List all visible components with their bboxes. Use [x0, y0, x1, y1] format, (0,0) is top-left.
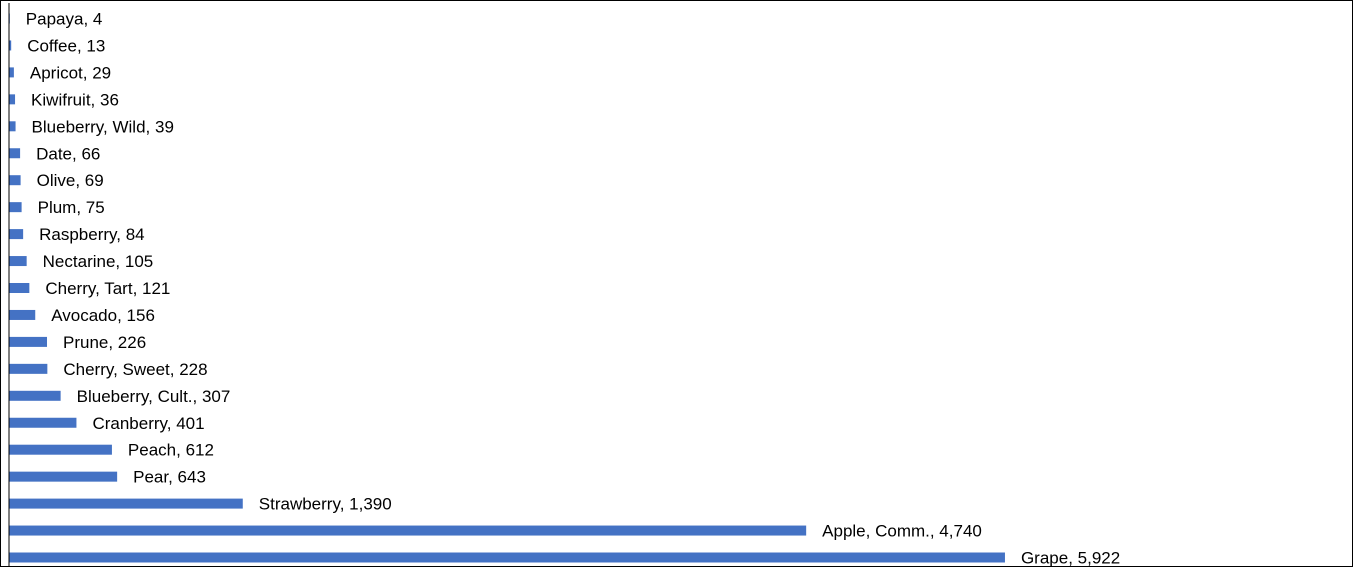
bar-apple-comm [9, 525, 807, 536]
bar-date [9, 148, 21, 159]
data-label-peach: Peach, 612 [128, 441, 214, 460]
bar-cranberry [9, 417, 77, 428]
data-label-cranberry: Cranberry, 401 [92, 414, 204, 433]
data-label-date: Date, 66 [36, 144, 100, 163]
bars-group [9, 13, 1005, 563]
bar-cherry-tart [9, 283, 30, 293]
data-label-raspberry: Raspberry, 84 [39, 225, 145, 244]
data-label-prune: Prune, 226 [63, 333, 146, 352]
data-label-coffee: Coffee, 13 [27, 36, 105, 55]
bar-prune [9, 336, 48, 347]
bar-grape [9, 552, 1005, 563]
data-label-apricot: Apricot, 29 [30, 63, 111, 82]
data-label-strawberry: Strawberry, 1,390 [259, 495, 392, 514]
bar-plum [9, 202, 22, 213]
data-label-pear: Pear, 643 [133, 468, 206, 487]
data-label-kiwifruit: Kiwifruit, 36 [31, 90, 119, 109]
bar-coffee [9, 40, 12, 51]
bar-nectarine [9, 256, 27, 267]
bar-apricot [9, 67, 14, 78]
bar-kiwifruit [9, 94, 16, 105]
bar-peach [9, 444, 112, 455]
bar-avocado [9, 309, 36, 320]
data-label-avocado: Avocado, 156 [51, 306, 155, 325]
data-label-cherry-tart: Cherry, Tart, 121 [45, 279, 170, 298]
data-label-blueberry-cult: Blueberry, Cult., 307 [77, 387, 231, 406]
data-label-nectarine: Nectarine, 105 [43, 252, 154, 271]
bar-raspberry [9, 229, 24, 240]
data-label-papaya: Papaya, 4 [26, 10, 103, 29]
data-labels-group: Papaya, 4 Coffee, 13 Apricot, 29 Kiwifruit,… [26, 10, 1120, 568]
data-label-olive: Olive, 69 [37, 171, 104, 190]
bar-strawberry [9, 498, 243, 509]
bar-pear [9, 471, 118, 482]
data-label-blueberry-wild: Blueberry, Wild, 39 [32, 117, 174, 136]
data-label-plum: Plum, 75 [38, 198, 105, 217]
bar-blueberry-cult [9, 390, 61, 401]
bar-cherry-sweet [9, 363, 48, 374]
data-label-apple-comm: Apple, Comm., 4,740 [822, 522, 982, 541]
data-label-grape: Grape, 5,922 [1021, 549, 1120, 568]
bar-olive [9, 175, 21, 186]
bar-blueberry-wild [9, 121, 16, 132]
data-label-cherry-sweet: Cherry, Sweet, 228 [63, 360, 207, 379]
